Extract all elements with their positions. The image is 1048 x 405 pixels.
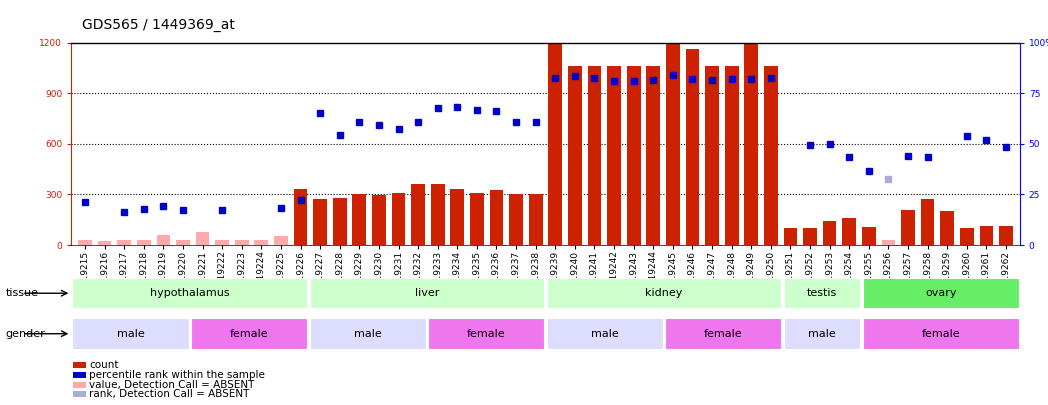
Bar: [784, 228, 798, 245]
Text: percentile rank within the sample: percentile rank within the sample: [89, 370, 265, 380]
Bar: [547, 318, 662, 349]
Bar: [509, 194, 523, 245]
Bar: [235, 240, 248, 245]
Text: male: male: [354, 329, 381, 339]
Text: gender: gender: [5, 329, 45, 339]
Bar: [548, 43, 562, 245]
Text: male: male: [808, 329, 836, 339]
Bar: [803, 228, 816, 245]
Bar: [191, 318, 307, 349]
Text: value, Detection Call = ABSENT: value, Detection Call = ABSENT: [89, 379, 255, 390]
Bar: [705, 66, 719, 245]
Text: female: female: [467, 329, 505, 339]
Bar: [725, 66, 739, 245]
Bar: [744, 43, 758, 245]
Bar: [784, 318, 860, 349]
Bar: [627, 66, 640, 245]
Bar: [665, 318, 782, 349]
Bar: [156, 235, 170, 245]
Text: GDS565 / 1449369_at: GDS565 / 1449369_at: [82, 18, 235, 32]
Bar: [392, 193, 406, 245]
Bar: [275, 236, 288, 245]
Bar: [960, 228, 974, 245]
Text: ovary: ovary: [925, 288, 957, 298]
Bar: [999, 226, 1012, 245]
Text: female: female: [230, 329, 268, 339]
Text: kidney: kidney: [646, 288, 682, 298]
Bar: [665, 43, 680, 245]
Bar: [588, 66, 602, 245]
Text: male: male: [591, 329, 618, 339]
Text: hypothalamus: hypothalamus: [150, 288, 230, 298]
Bar: [333, 198, 347, 245]
Bar: [685, 49, 699, 245]
Bar: [313, 200, 327, 245]
Bar: [176, 240, 190, 245]
Bar: [861, 227, 876, 245]
Bar: [980, 226, 994, 245]
Bar: [79, 240, 92, 245]
Text: male: male: [116, 329, 145, 339]
Bar: [843, 218, 856, 245]
Bar: [568, 66, 582, 245]
Text: female: female: [704, 329, 743, 339]
Text: liver: liver: [415, 288, 439, 298]
Bar: [881, 240, 895, 245]
Text: tissue: tissue: [5, 288, 38, 298]
Bar: [72, 278, 307, 309]
Bar: [196, 232, 210, 245]
Bar: [921, 200, 935, 245]
Bar: [547, 278, 782, 309]
Text: female: female: [921, 329, 960, 339]
Bar: [784, 278, 860, 309]
Text: rank, Detection Call = ABSENT: rank, Detection Call = ABSENT: [89, 389, 249, 399]
Bar: [137, 240, 151, 245]
Bar: [411, 184, 425, 245]
Bar: [471, 193, 484, 245]
Bar: [431, 184, 444, 245]
Bar: [647, 66, 660, 245]
Bar: [901, 211, 915, 245]
Bar: [607, 66, 620, 245]
Bar: [255, 240, 268, 245]
Text: testis: testis: [807, 288, 837, 298]
Bar: [940, 211, 954, 245]
Bar: [764, 66, 778, 245]
Bar: [72, 318, 189, 349]
Bar: [293, 189, 307, 245]
Text: count: count: [89, 360, 118, 370]
Bar: [215, 240, 230, 245]
Bar: [97, 241, 111, 245]
Bar: [489, 190, 503, 245]
Bar: [372, 195, 386, 245]
Bar: [309, 278, 544, 309]
Bar: [451, 189, 464, 245]
Bar: [429, 318, 544, 349]
Bar: [823, 222, 836, 245]
Bar: [352, 194, 366, 245]
Bar: [117, 240, 131, 245]
Bar: [309, 318, 425, 349]
Bar: [529, 194, 543, 245]
Bar: [863, 278, 1019, 309]
Bar: [863, 318, 1019, 349]
